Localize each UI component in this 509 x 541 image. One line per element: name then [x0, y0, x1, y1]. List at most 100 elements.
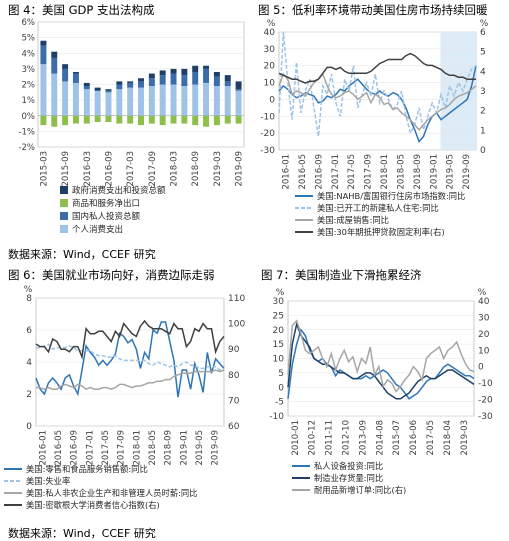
x-tick-label: 2019-03: [460, 420, 470, 456]
legend-swatch: [60, 186, 68, 194]
x-tick-label: 2019-09: [235, 151, 245, 187]
x-tick-label: 2016-09: [314, 154, 324, 190]
plot-fig7: 302520151050-5-10%403020100-10-20-30%201…: [269, 288, 493, 495]
y-left-tick-label: 40: [264, 28, 276, 38]
y-left-tick-label: 2: [26, 390, 32, 400]
bar-private_inv: [170, 73, 177, 85]
x-tick-label: 2019-03: [213, 151, 223, 187]
series-line: [278, 31, 477, 137]
y-right-tick-label: -10: [478, 379, 493, 389]
x-tick-label: 2017-05: [347, 154, 357, 190]
y-right-unit: %: [478, 288, 487, 298]
bar-private_inv: [40, 45, 47, 65]
bar-gov: [51, 51, 58, 58]
legend-label: 美国:私人非农企业生产和非管理人员时薪:同比: [26, 488, 198, 498]
y-right-tick-label: 5: [480, 48, 486, 58]
y-left-tick-label: 4: [26, 358, 32, 368]
x-tick-label: 2017-09: [364, 154, 374, 190]
bar-net_exports: [192, 115, 199, 126]
legend-label: 商品和服务净出口: [72, 198, 140, 209]
bar-gov: [192, 65, 199, 72]
y-left-tick-label: 25: [273, 311, 284, 321]
legend-label: 耐用品新增订单:同比(右): [314, 485, 406, 495]
bar-net_exports: [213, 115, 220, 126]
y-tick-label: 6%: [22, 18, 36, 28]
series-line: [36, 343, 225, 371]
x-tick-label: 2017-09: [148, 151, 158, 187]
bar-consumption: [181, 86, 188, 116]
bar-consumption: [138, 87, 144, 116]
x-tick-label: 2019-01: [429, 154, 439, 190]
bar-gov: [40, 40, 47, 46]
bar-consumption: [94, 90, 101, 116]
y-left-tick-label: 6: [26, 326, 32, 336]
x-tick-label: 2019-05: [195, 430, 205, 466]
plot-fig6: 8 6 4 2 0% 110 100 90 80 70 60 2016-01 2016-05 2016-0…: [4, 285, 245, 510]
y-tick-label: 0%: [22, 112, 36, 122]
bar-net_exports: [224, 115, 231, 124]
series-line: [278, 65, 477, 144]
bar-private_inv: [181, 75, 188, 87]
y-left-tick-label: -10: [269, 412, 284, 422]
bar-net_exports: [105, 115, 112, 122]
bar-private_inv: [235, 89, 242, 91]
bar-private_inv: [127, 82, 134, 88]
y-right-tick-label: 110: [228, 294, 245, 304]
bar-net_exports: [170, 115, 177, 124]
y-right-tick-label: 0: [478, 363, 484, 373]
y-left-tick-label: 20: [273, 326, 285, 336]
bar-consumption: [213, 86, 220, 116]
y-right-tick-label: 80: [228, 371, 240, 381]
legend-swatch: [60, 199, 68, 207]
bar-gov: [105, 89, 112, 91]
legend-label: 美国:密歇根大学消费者信心指数(右): [26, 500, 160, 510]
y-right-tick-label: 30: [478, 313, 490, 323]
bar-private_inv: [72, 73, 79, 83]
x-tick-label: 2014-08: [375, 420, 385, 456]
x-tick-label: 2011-11: [325, 420, 335, 456]
y-left-unit: %: [24, 285, 33, 295]
y-right-tick-label: 2: [480, 107, 486, 117]
bar-private_inv: [213, 76, 220, 87]
legend-label: 美国:NAHB/富国银行住房市场指数:同比: [317, 191, 465, 201]
y-right-tick-label: 40: [478, 297, 490, 307]
y-tick-label: 3%: [22, 65, 36, 75]
series-line: [35, 321, 225, 398]
chart-fig5: 图 5：低利率环境带动美国住房市场持续回暖 40 30 20 10 0 -10 -20 -30…: [255, 0, 509, 245]
x-tick-label: 2018-09: [164, 430, 174, 466]
x-tick-label: 2017-05: [426, 420, 436, 456]
bar-gov: [127, 81, 134, 83]
bar-gov: [224, 75, 231, 82]
legend-label: 个人消费支出: [72, 224, 123, 235]
bar-private_inv: [224, 81, 231, 87]
bar-consumption: [40, 64, 47, 116]
bar-private_inv: [159, 75, 166, 85]
legend-label: 国内私人投资总额: [72, 211, 141, 222]
bar-consumption: [192, 84, 199, 116]
bar-net_exports: [62, 115, 69, 126]
x-tick-label: 2019-09: [211, 430, 221, 466]
x-tick-label: 2015-09: [61, 151, 71, 187]
series-line: [287, 328, 475, 400]
y-right-unit: %: [480, 19, 489, 29]
chart-title-fig4: 图 4：美国 GDP 支出法构成: [8, 3, 155, 17]
bar-gov: [72, 72, 79, 74]
bar-consumption: [148, 86, 155, 116]
x-tick-label: 2019-09: [462, 154, 472, 190]
legend-label: 私人设备投资:同比: [314, 461, 383, 471]
y-left-unit: %: [267, 19, 276, 29]
y-left-tick-label: 30: [273, 297, 285, 307]
x-tick-label: 2017-05: [101, 430, 111, 466]
x-tick-label: 2017-01: [331, 154, 341, 190]
bar-gov: [94, 87, 101, 91]
chart-fig7: 图 7：美国制造业下滑拖累经济 30 25 20 15 10 5 0 -5 -10% 40 30 20…: [258, 266, 509, 526]
x-tick-label: 2013-09: [358, 420, 368, 456]
legend-label: 美国:零售和食品服务销售额:同比: [26, 464, 148, 474]
legend-label: 美国:已开工的新建私人住宅:同比: [317, 203, 439, 213]
bar-net_exports: [148, 115, 155, 124]
bar-net_exports: [72, 115, 79, 124]
chart-fig4: 图 4：美国 GDP 支出法构成 6% 5% 4% 3% 2% 1% 0% -1% -2% 201…: [0, 0, 250, 245]
y-tick-label: 5%: [22, 34, 36, 44]
bar-consumption: [72, 82, 79, 116]
bar-private_inv: [62, 68, 69, 82]
